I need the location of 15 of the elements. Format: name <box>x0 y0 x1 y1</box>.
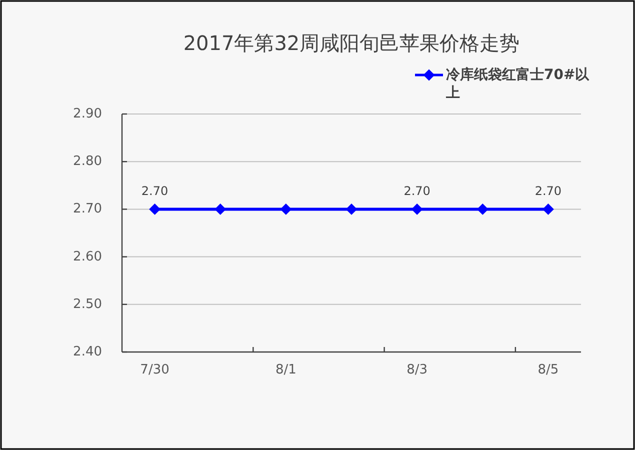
x-tick-label: 7/30 <box>140 362 170 378</box>
x-tick-label: 8/3 <box>406 362 428 378</box>
x-tick-label: 8/1 <box>275 362 296 378</box>
y-tick-label: 2.60 <box>73 249 102 264</box>
chart-title: 2017年第32周咸阳旬邑苹果价格走势 <box>183 31 520 55</box>
y-tick-label: 2.40 <box>73 344 102 360</box>
legend-label: 冷库纸袋红富士70#以上 <box>445 66 590 101</box>
data-label: 2.70 <box>534 184 562 198</box>
y-tick-label: 2.90 <box>73 106 102 122</box>
data-label: 2.70 <box>141 184 168 198</box>
y-tick-label: 2.50 <box>73 296 102 312</box>
y-tick-label: 2.70 <box>73 202 102 217</box>
x-tick-label: 8/5 <box>538 362 559 378</box>
data-label: 2.70 <box>404 184 430 198</box>
y-tick-label: 2.80 <box>73 154 102 170</box>
